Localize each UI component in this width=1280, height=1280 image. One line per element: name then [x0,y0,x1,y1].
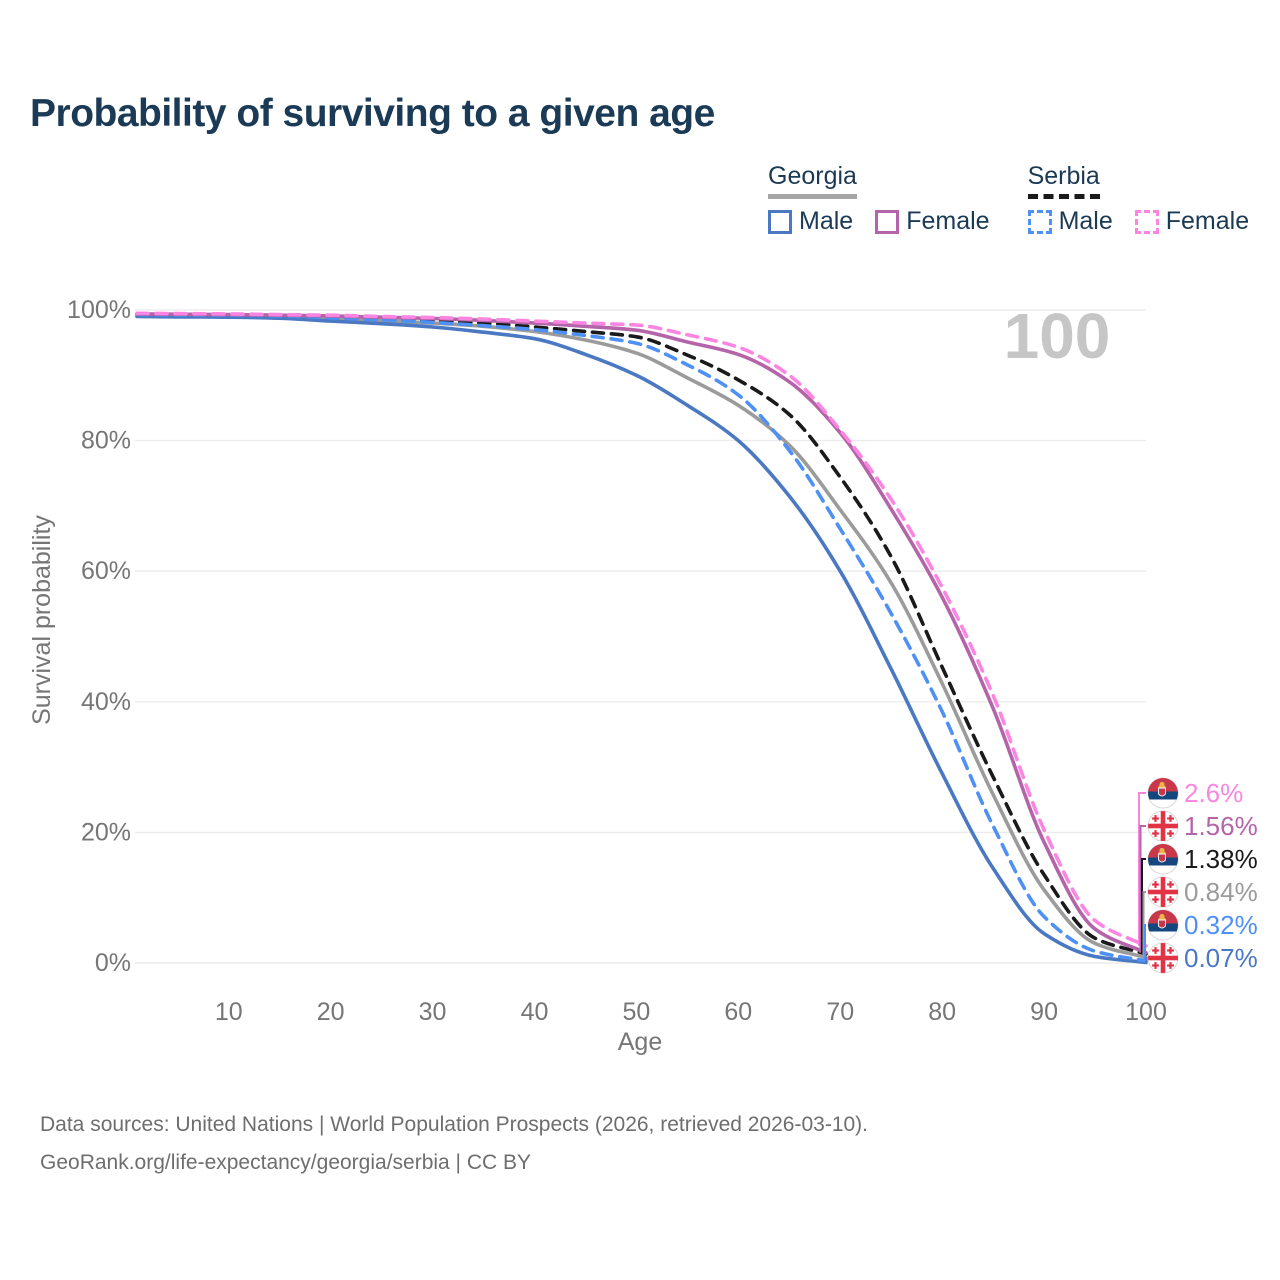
legend-item-serbia-male[interactable]: Male [1027,207,1113,236]
callout-connector-georgia-all [1142,891,1146,958]
x-tick-label-20: 20 [317,998,345,1026]
callout-value-georgia-female: 1.56% [1184,811,1258,841]
x-tick-label-70: 70 [826,998,854,1026]
callout-connector-georgia-female [1139,825,1146,953]
callout-value-serbia-male: 0.32% [1184,910,1258,940]
callout-value-serbia-all: 1.38% [1184,844,1258,874]
legend-group-serbia: Serbia Male Female [1027,162,1250,236]
serbia-male-swatch-icon [1027,209,1052,234]
age-100-annotation: 100 [1004,300,1111,372]
footer: Data sources: United Nations | World Pop… [40,1106,868,1182]
legend-label-serbia-male: Male [1058,207,1113,235]
legend-serbia-items: Male Female [1027,207,1250,236]
callout-value-serbia-female: 2.6% [1184,778,1243,808]
curve-georgia-all [135,313,1148,960]
legend-group-georgia: Georgia Male Female [768,162,990,236]
georgia-male-swatch-icon [768,209,792,234]
callout-serbia-all: 1.38% [1141,843,1258,954]
x-tick-label-100: 100 [1125,998,1167,1026]
x-tick-label-40: 40 [521,998,549,1026]
x-tick-label-90: 90 [1030,998,1058,1026]
y-tick-label-40: 40% [81,688,131,716]
x-tick-label-30: 30 [419,998,447,1026]
footer-attribution: GeoRank.org/life-expectancy/georgia/serb… [40,1151,532,1174]
callout-value-georgia-all: 0.84% [1184,877,1258,907]
callout-georgia-all: 0.84% [1142,876,1258,958]
x-axis-title: Age [618,1028,662,1056]
callout-georgia-female: 1.56% [1139,810,1258,953]
legend-georgia-items: Male Female [768,207,990,236]
callout-connector-serbia-all [1141,858,1146,954]
y-axis-title: Survival probability [28,515,56,725]
callout-connector-serbia-female [1138,792,1146,946]
callout-connector-georgia-male [1145,957,1148,963]
legend-item-georgia-male[interactable]: Male [768,207,853,236]
georgia-female-swatch-icon [875,209,900,234]
x-tick-label-10: 10 [215,998,243,1026]
curve-georgia-female [135,312,1148,955]
curve-serbia-female [135,311,1148,948]
x-tick-label-80: 80 [928,998,956,1026]
y-tick-label-100: 100% [67,296,131,324]
callout-serbia-male: 0.32% [1144,909,1258,961]
y-tick-label-60: 60% [81,557,131,585]
legend-georgia-title: Georgia [768,162,857,199]
callout-connector-serbia-male [1144,924,1146,961]
footer-datasource: Data sources: United Nations | World Pop… [40,1113,869,1136]
legend: Georgia Male Female Serbia Male [768,162,1249,236]
curve-georgia-male [135,314,1148,965]
page-title: Probability of surviving to a given age [30,92,715,135]
curve-serbia-male [135,312,1148,963]
legend-label-serbia-female: Female [1165,207,1250,235]
x-tick-label-50: 50 [622,998,650,1026]
x-tick-label-60: 60 [724,998,752,1026]
legend-label-georgia-male: Male [799,207,854,235]
legend-label-georgia-female: Female [906,207,990,235]
callout-serbia-female: 2.6% [1138,777,1243,946]
y-tick-label-80: 80% [81,427,131,455]
callout-georgia-male: 0.07% [1145,942,1258,974]
curve-serbia-all [135,312,1148,956]
legend-item-georgia-female[interactable]: Female [875,207,990,236]
y-tick-label-20: 20% [81,818,131,846]
callout-value-georgia-male: 0.07% [1184,943,1258,973]
y-tick-label-0: 0% [95,949,131,977]
legend-serbia-title: Serbia [1027,162,1100,199]
legend-item-serbia-female[interactable]: Female [1134,207,1250,236]
serbia-female-swatch-icon [1134,209,1159,234]
